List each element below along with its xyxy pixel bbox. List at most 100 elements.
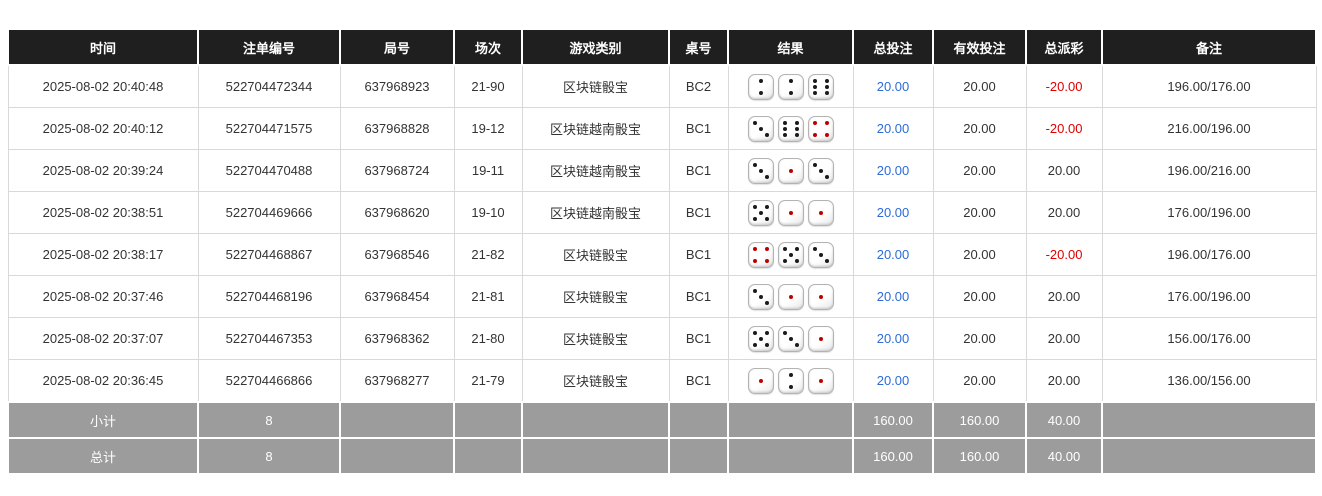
- total-payout-cell: 20.00: [1025, 191, 1103, 234]
- die-2-icon: [777, 367, 804, 394]
- die-4-icon: [747, 241, 774, 268]
- remark-cell: 196.00/176.00: [1101, 233, 1317, 276]
- die-1-icon: [777, 199, 804, 226]
- grand-total-row: 总计 8 160.00 160.00 40.00: [7, 437, 1317, 475]
- round-number-cell: 637968454: [339, 275, 455, 318]
- remark-cell: 156.00/176.00: [1101, 317, 1317, 360]
- die-6-icon: [807, 73, 834, 100]
- table-body: 2025-08-02 20:40:48 522704472344 637968923…: [7, 64, 1317, 475]
- game-type-cell: 区块链越南骰宝: [521, 149, 670, 192]
- valid-bet-cell: 20.00: [932, 107, 1027, 150]
- total-payout-cell: 20.00: [1025, 359, 1103, 403]
- total-bet-cell[interactable]: 20.00: [852, 149, 934, 192]
- bet-number-cell: 522704471575: [197, 107, 341, 150]
- bet-number-cell: 522704469666: [197, 191, 341, 234]
- valid-bet-cell: 20.00: [932, 275, 1027, 318]
- session-cell: 19-11: [453, 149, 523, 192]
- column-header-time: 时间: [7, 28, 199, 66]
- column-header-total_payout: 总派彩: [1025, 28, 1103, 66]
- round-number-cell: 637968923: [339, 64, 455, 108]
- table-number-cell: BC1: [668, 149, 729, 192]
- total-bet-cell[interactable]: 20.00: [852, 233, 934, 276]
- grand-total-row-empty-round: [339, 437, 455, 475]
- subtotal-row-empty-tableno: [668, 401, 729, 439]
- column-header-round_no: 局号: [339, 28, 455, 66]
- table-row: 2025-08-02 20:37:07 522704467353 637968362…: [7, 317, 1317, 360]
- round-number-cell: 637968546: [339, 233, 455, 276]
- bet-number-cell: 522704472344: [197, 64, 341, 108]
- result-cell: [727, 233, 854, 276]
- table-row: 2025-08-02 20:38:17 522704468867 637968546…: [7, 233, 1317, 276]
- table-number-cell: BC2: [668, 64, 729, 108]
- total-bet-cell[interactable]: 20.00: [852, 64, 934, 108]
- column-header-remark: 备注: [1101, 28, 1317, 66]
- subtotal-row-count: 8: [197, 401, 341, 439]
- game-type-cell: 区块链骰宝: [521, 317, 670, 360]
- grand-total-row-empty-session: [453, 437, 523, 475]
- time-cell: 2025-08-02 20:39:24: [7, 149, 199, 192]
- remark-cell: 176.00/196.00: [1101, 191, 1317, 234]
- time-cell: 2025-08-02 20:37:07: [7, 317, 199, 360]
- result-cell: [727, 64, 854, 108]
- grand-total-row-empty-remark: [1101, 437, 1317, 475]
- bet-number-cell: 522704466866: [197, 359, 341, 403]
- column-header-valid_bet: 有效投注: [932, 28, 1027, 66]
- die-1-icon: [807, 325, 834, 352]
- die-2-icon: [747, 73, 774, 100]
- game-type-cell: 区块链骰宝: [521, 275, 670, 318]
- game-type-cell: 区块链越南骰宝: [521, 107, 670, 150]
- table-row: 2025-08-02 20:40:12 522704471575 637968828…: [7, 107, 1317, 150]
- session-cell: 21-82: [453, 233, 523, 276]
- round-number-cell: 637968362: [339, 317, 455, 360]
- column-header-session: 场次: [453, 28, 523, 66]
- die-3-icon: [747, 283, 774, 310]
- session-cell: 21-81: [453, 275, 523, 318]
- grand-total-row-empty-game: [521, 437, 670, 475]
- bet-number-cell: 522704470488: [197, 149, 341, 192]
- die-1-icon: [807, 199, 834, 226]
- session-cell: 19-12: [453, 107, 523, 150]
- die-6-icon: [777, 115, 804, 142]
- die-4-icon: [807, 115, 834, 142]
- column-header-table_no: 桌号: [668, 28, 729, 66]
- subtotal-row-empty-session: [453, 401, 523, 439]
- total-bet-cell[interactable]: 20.00: [852, 107, 934, 150]
- total-bet-cell[interactable]: 20.00: [852, 191, 934, 234]
- time-cell: 2025-08-02 20:37:46: [7, 275, 199, 318]
- remark-cell: 196.00/176.00: [1101, 64, 1317, 108]
- valid-bet-cell: 20.00: [932, 233, 1027, 276]
- grand-total-row-valid-bet: 160.00: [932, 437, 1027, 475]
- die-1-icon: [747, 367, 774, 394]
- die-1-icon: [777, 283, 804, 310]
- die-1-icon: [777, 157, 804, 184]
- session-cell: 21-80: [453, 317, 523, 360]
- time-cell: 2025-08-02 20:38:51: [7, 191, 199, 234]
- die-3-icon: [777, 325, 804, 352]
- table-number-cell: BC1: [668, 317, 729, 360]
- valid-bet-cell: 20.00: [932, 64, 1027, 108]
- die-3-icon: [747, 157, 774, 184]
- grand-total-row-total-payout: 40.00: [1025, 437, 1103, 475]
- die-1-icon: [807, 283, 834, 310]
- subtotal-row: 小计 8 160.00 160.00 40.00: [7, 401, 1317, 439]
- remark-cell: 176.00/196.00: [1101, 275, 1317, 318]
- result-cell: [727, 107, 854, 150]
- die-5-icon: [777, 241, 804, 268]
- round-number-cell: 637968724: [339, 149, 455, 192]
- table-row: 2025-08-02 20:38:51 522704469666 637968620…: [7, 191, 1317, 234]
- grand-total-row-empty-result: [727, 437, 854, 475]
- total-bet-cell[interactable]: 20.00: [852, 317, 934, 360]
- total-bet-cell[interactable]: 20.00: [852, 275, 934, 318]
- subtotal-row-valid-bet: 160.00: [932, 401, 1027, 439]
- table-row: 2025-08-02 20:40:48 522704472344 637968923…: [7, 64, 1317, 108]
- die-1-icon: [807, 367, 834, 394]
- total-bet-cell[interactable]: 20.00: [852, 359, 934, 403]
- result-cell: [727, 275, 854, 318]
- time-cell: 2025-08-02 20:40:48: [7, 64, 199, 108]
- result-cell: [727, 149, 854, 192]
- total-payout-cell: -20.00: [1025, 233, 1103, 276]
- game-type-cell: 区块链骰宝: [521, 233, 670, 276]
- valid-bet-cell: 20.00: [932, 149, 1027, 192]
- column-header-result: 结果: [727, 28, 854, 66]
- valid-bet-cell: 20.00: [932, 359, 1027, 403]
